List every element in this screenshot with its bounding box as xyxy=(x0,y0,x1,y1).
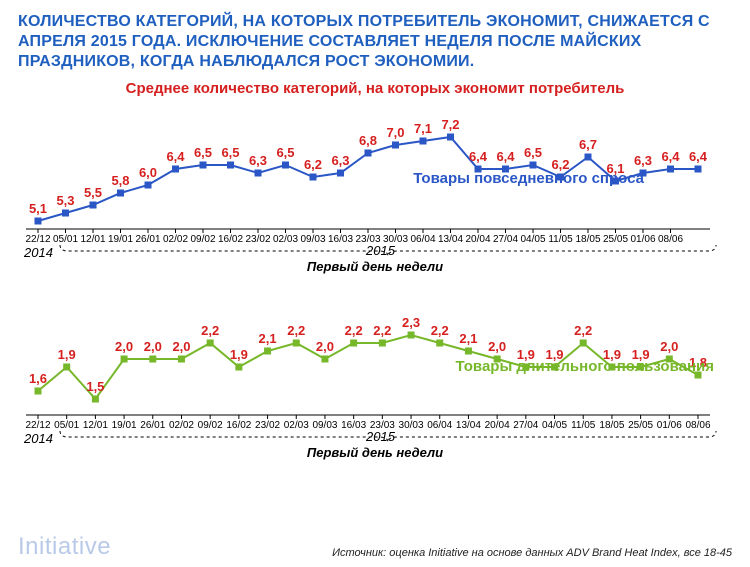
svg-text:2,2: 2,2 xyxy=(373,323,391,338)
svg-text:2,2: 2,2 xyxy=(431,323,449,338)
svg-text:5,5: 5,5 xyxy=(84,185,102,200)
year-2014-label: 2014 xyxy=(24,245,53,260)
svg-text:2,2: 2,2 xyxy=(345,323,363,338)
svg-text:6,5: 6,5 xyxy=(194,145,212,160)
svg-text:1,9: 1,9 xyxy=(545,347,563,362)
chart-2-container: 22/1205/0112/0119/0126/0102/0209/0216/02… xyxy=(18,293,732,431)
svg-text:5,3: 5,3 xyxy=(56,193,74,208)
chart-1-xaxis-block: 2014 2015 Первый день недели xyxy=(18,245,732,275)
svg-text:2,0: 2,0 xyxy=(144,339,162,354)
svg-text:1,9: 1,9 xyxy=(632,347,650,362)
svg-text:6,4: 6,4 xyxy=(469,149,488,164)
svg-text:6,4: 6,4 xyxy=(661,149,680,164)
svg-text:6,0: 6,0 xyxy=(139,165,157,180)
svg-text:22/12: 22/12 xyxy=(25,234,50,245)
svg-text:7,0: 7,0 xyxy=(386,125,404,140)
svg-text:2,1: 2,1 xyxy=(459,331,477,346)
year-2015-label-1: 2015 xyxy=(366,243,395,258)
chart-2: 22/1205/0112/0119/0126/0102/0209/0216/02… xyxy=(18,293,718,431)
svg-text:1,9: 1,9 xyxy=(517,347,535,362)
svg-text:22/12: 22/12 xyxy=(25,420,50,431)
svg-text:2,0: 2,0 xyxy=(172,339,190,354)
svg-text:6,2: 6,2 xyxy=(304,157,322,172)
year-2014-label-2: 2014 xyxy=(24,431,53,446)
svg-text:6,3: 6,3 xyxy=(634,153,652,168)
xaxis-label-1: Первый день недели xyxy=(18,259,732,274)
brand-logo: Initiative xyxy=(18,533,111,561)
page-title: КОЛИЧЕСТВО КАТЕГОРИЙ, НА КОТОРЫХ ПОТРЕБИ… xyxy=(18,12,732,72)
svg-text:6,5: 6,5 xyxy=(221,145,239,160)
svg-text:1,8: 1,8 xyxy=(689,355,707,370)
chart-subtitle: Среднее количество категорий, на которых… xyxy=(18,80,732,97)
svg-text:6,8: 6,8 xyxy=(359,133,377,148)
chart-2-xaxis-block: 2014 2015 Первый день недели xyxy=(18,431,732,461)
svg-text:2,2: 2,2 xyxy=(287,323,305,338)
source-note: Источник: оценка Initiative на основе да… xyxy=(332,547,732,559)
year-2015-label-2: 2015 xyxy=(366,429,395,444)
svg-text:6,4: 6,4 xyxy=(689,149,708,164)
svg-text:1,9: 1,9 xyxy=(230,347,248,362)
svg-text:2,2: 2,2 xyxy=(574,323,592,338)
svg-text:7,2: 7,2 xyxy=(441,117,459,132)
svg-text:6,7: 6,7 xyxy=(579,137,597,152)
svg-text:1,9: 1,9 xyxy=(58,347,76,362)
svg-text:2,0: 2,0 xyxy=(115,339,133,354)
svg-text:2,0: 2,0 xyxy=(488,339,506,354)
chart-1: 22/1205/0112/0119/0126/0102/0209/0216/02… xyxy=(18,99,718,245)
svg-text:1,9: 1,9 xyxy=(603,347,621,362)
svg-text:6,2: 6,2 xyxy=(551,157,569,172)
svg-text:6,1: 6,1 xyxy=(606,161,624,176)
svg-text:2,2: 2,2 xyxy=(201,323,219,338)
svg-text:6,4: 6,4 xyxy=(496,149,515,164)
chart-1-container: 22/1205/0112/0119/0126/0102/0209/0216/02… xyxy=(18,99,732,245)
svg-text:6,5: 6,5 xyxy=(276,145,294,160)
svg-text:5,1: 5,1 xyxy=(29,201,47,216)
svg-text:2,0: 2,0 xyxy=(660,339,678,354)
svg-text:2,0: 2,0 xyxy=(316,339,334,354)
svg-text:1,6: 1,6 xyxy=(29,371,47,386)
svg-text:6,3: 6,3 xyxy=(331,153,349,168)
svg-text:5,8: 5,8 xyxy=(111,173,129,188)
svg-text:2,3: 2,3 xyxy=(402,315,420,330)
svg-text:6,5: 6,5 xyxy=(524,145,542,160)
svg-text:7,1: 7,1 xyxy=(414,121,432,136)
xaxis-label-2: Первый день недели xyxy=(18,445,732,460)
svg-text:2,1: 2,1 xyxy=(259,331,277,346)
svg-text:1,5: 1,5 xyxy=(86,379,104,394)
svg-text:6,3: 6,3 xyxy=(249,153,267,168)
svg-text:6,4: 6,4 xyxy=(166,149,185,164)
